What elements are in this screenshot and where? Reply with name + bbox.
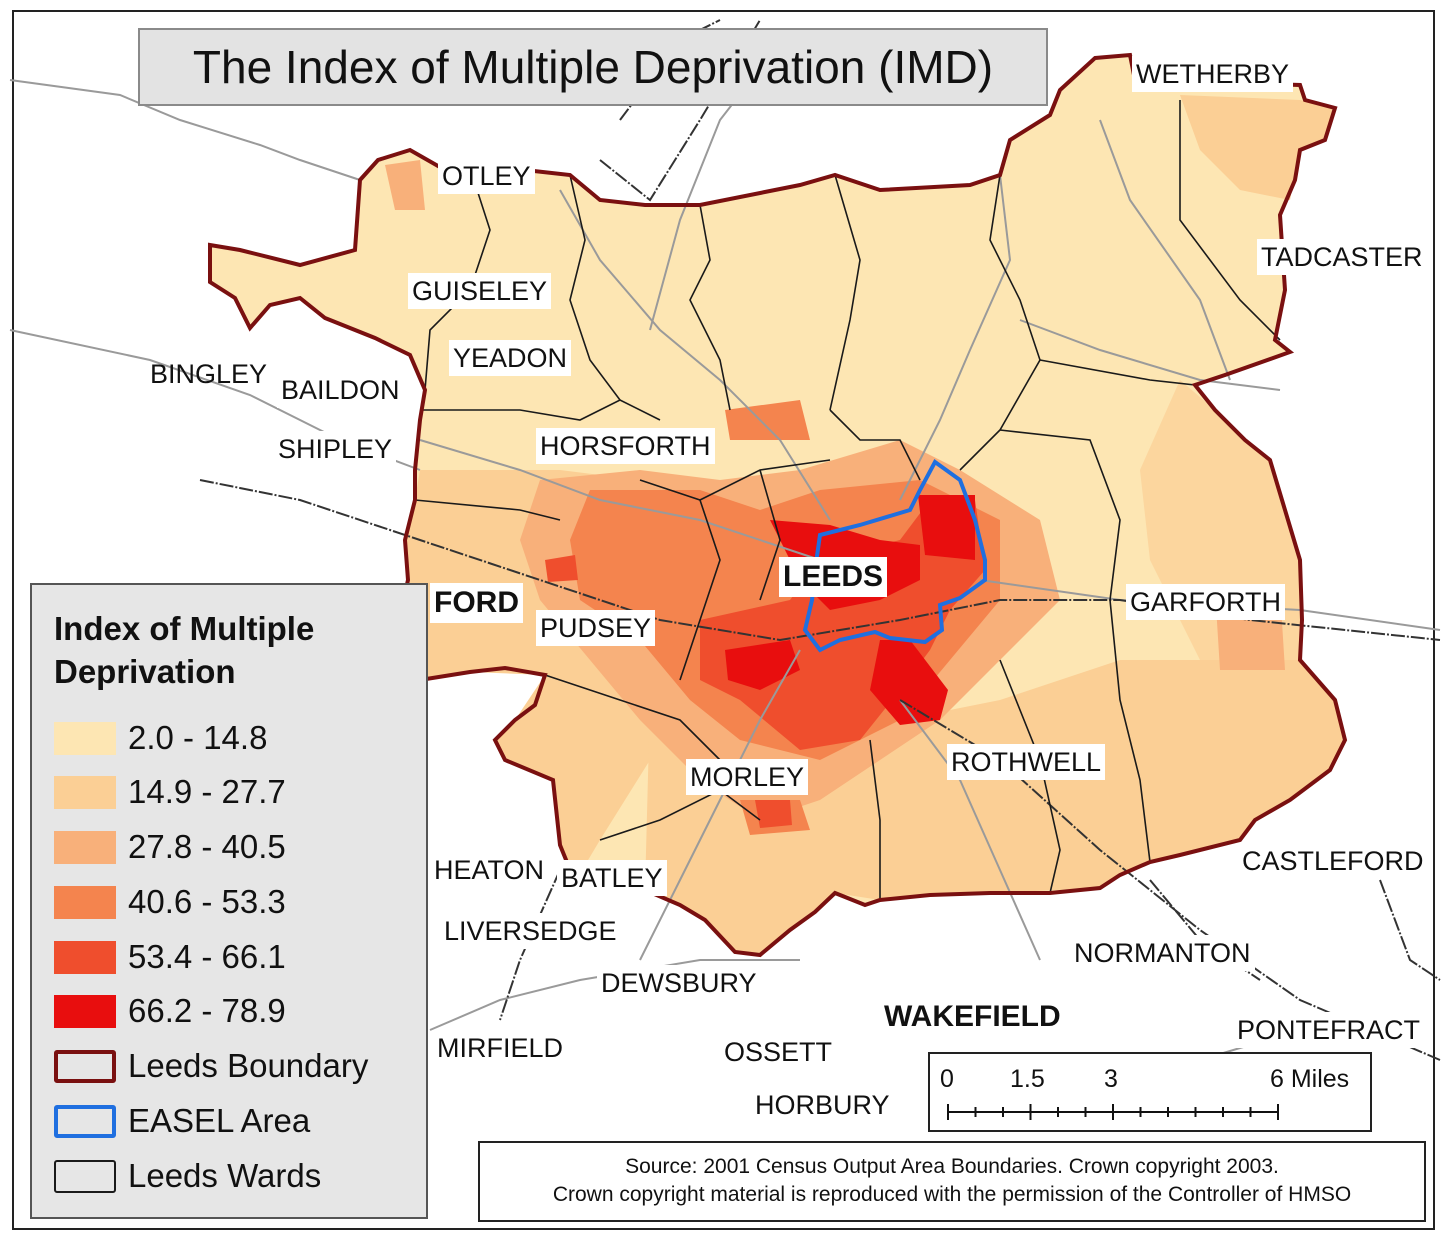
place-label-morley: MORLEY xyxy=(686,759,809,795)
road xyxy=(1019,319,1281,391)
place-label-horsforth: HORSFORTH xyxy=(536,428,715,464)
ward-boundary xyxy=(759,469,781,601)
legend-swatch xyxy=(54,995,116,1028)
legend-swatch xyxy=(54,1160,116,1193)
ward-boundary xyxy=(999,659,1061,894)
road xyxy=(419,439,821,561)
place-label-normanton: NORMANTON xyxy=(1070,935,1255,971)
ward-boundary xyxy=(869,739,881,900)
place-label-rothwell: ROTHWELL xyxy=(947,744,1106,780)
map-title: The Index of Multiple Deprivation (IMD) xyxy=(138,28,1048,106)
legend-swatch xyxy=(54,831,116,864)
road xyxy=(899,174,1012,501)
ward-boundary xyxy=(1039,359,1196,386)
road xyxy=(559,189,831,521)
ward-boundary xyxy=(1179,100,1281,341)
legend-label: 40.6 - 53.3 xyxy=(128,883,286,920)
legend-label: Leeds Wards xyxy=(128,1157,322,1194)
legend-swatch xyxy=(54,1050,116,1083)
legend-swatch xyxy=(54,886,116,919)
ward-boundary xyxy=(829,174,861,411)
legend-label: 27.8 - 40.5 xyxy=(128,828,286,865)
legend-label: EASEL Area xyxy=(128,1102,311,1139)
zone-class3-otley xyxy=(385,160,425,210)
place-label-garforth: GARFORTH xyxy=(1126,584,1286,620)
place-label-wetherby: WETHERBY xyxy=(1132,56,1294,92)
place-label-otley: OTLEY xyxy=(438,158,535,194)
road xyxy=(429,959,800,1031)
ward-boundary xyxy=(569,174,621,401)
zone-class5-morley xyxy=(755,800,792,828)
road xyxy=(899,699,1041,961)
map-legend: Index of Multiple Deprivation 2.0 - 14.8… xyxy=(30,583,428,1219)
railway xyxy=(499,869,561,1021)
place-label-yeadon: YEADON xyxy=(449,340,572,376)
ward-boundary xyxy=(544,674,721,761)
legend-swatch xyxy=(54,776,116,809)
legend-label: 66.2 - 78.9 xyxy=(128,992,286,1029)
legend-label: Leeds Boundary xyxy=(128,1047,369,1084)
source-line-2: Crown copyright material is reproduced w… xyxy=(552,1183,1352,1206)
place-label-batley: BATLEY xyxy=(557,860,667,896)
place-label-heaton: HEATON xyxy=(430,852,549,888)
scale-label-6-miles: 6 Miles xyxy=(1270,1065,1350,1093)
ward-boundary xyxy=(1109,599,1151,863)
place-label-bradford: FORD xyxy=(430,583,523,623)
ward-boundary xyxy=(829,409,921,481)
zone-class6-ne xyxy=(918,495,975,560)
scale-label-3: 3 xyxy=(1104,1065,1118,1093)
legend-swatch xyxy=(54,941,116,974)
source-note: Source: 2001 Census Output Area Boundari… xyxy=(478,1141,1426,1222)
place-label-pudsey: PUDSEY xyxy=(536,610,656,646)
road xyxy=(1099,119,1231,381)
easel-area-outline xyxy=(802,459,987,653)
zone-class6-holbeck xyxy=(725,640,800,690)
zone-class4-horsforth xyxy=(725,400,810,440)
place-label-dewsbury: DEWSBURY xyxy=(597,965,761,1001)
place-label-wakefield: WAKEFIELD xyxy=(884,1000,1061,1033)
place-label-pontefract: PONTEFRACT xyxy=(1233,1012,1425,1048)
road xyxy=(639,649,801,961)
source-line-1: Source: 2001 Census Output Area Boundari… xyxy=(625,1155,1279,1178)
legend-swatch xyxy=(54,722,116,755)
scale-bar: 0 1.5 3 6 Miles xyxy=(928,1052,1372,1132)
ward-boundary xyxy=(689,204,731,411)
zone-class5-west xyxy=(545,555,578,582)
place-label-bingley: BINGLEY xyxy=(150,359,268,389)
ward-boundary xyxy=(679,499,721,681)
legend-label: 53.4 - 66.1 xyxy=(128,938,286,975)
legend-swatch xyxy=(54,1105,116,1138)
ward-boundary xyxy=(639,459,831,501)
place-label-liversedge: LIVERSEDGE xyxy=(440,913,621,949)
place-label-ossett: OSSETT xyxy=(720,1034,837,1070)
place-label-castleford: CASTLEFORD xyxy=(1238,843,1428,879)
place-label-horbury: HORBURY xyxy=(751,1087,894,1123)
legend-label: 14.9 - 27.7 xyxy=(128,773,286,810)
place-label-guiseley: GUISELEY xyxy=(408,273,552,309)
legend-title: Index of Multiple Deprivation xyxy=(54,610,315,690)
ward-boundary xyxy=(959,174,1041,471)
road xyxy=(9,79,361,181)
ward-boundary xyxy=(420,399,661,421)
ward-boundary xyxy=(599,789,761,841)
scale-bar-graphic xyxy=(947,1104,1279,1120)
leeds-wards xyxy=(414,100,1281,900)
zone-class6-south xyxy=(870,640,948,725)
leeds-boundary-outline xyxy=(208,52,1348,958)
scale-label-1-5: 1.5 xyxy=(1010,1065,1045,1093)
place-label-shipley: SHIPLEY xyxy=(274,431,397,467)
scale-label-0: 0 xyxy=(940,1065,954,1093)
place-label-baildon: BAILDON xyxy=(277,372,404,408)
place-label-mirfield: MIRFIELD xyxy=(433,1030,568,1066)
legend-label: 2.0 - 14.8 xyxy=(128,719,268,756)
railway xyxy=(1379,879,1441,981)
ward-boundary xyxy=(414,499,561,521)
place-label-tadcaster: TADCASTER xyxy=(1257,239,1427,275)
place-label-leeds: LEEDS xyxy=(779,557,888,597)
zone-class2-north-east xyxy=(1180,95,1335,200)
ward-boundary xyxy=(999,429,1121,601)
